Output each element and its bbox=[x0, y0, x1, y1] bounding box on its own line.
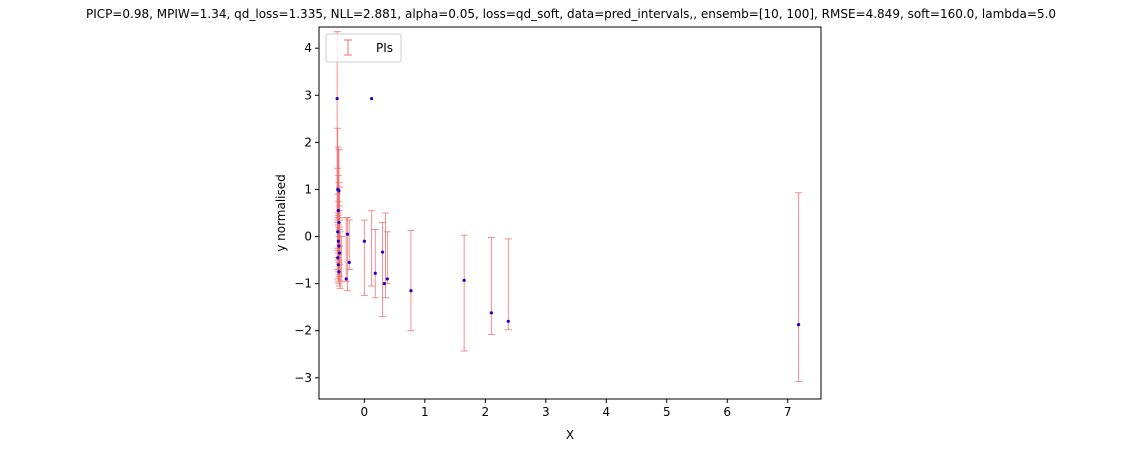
plot-frame bbox=[318, 26, 822, 400]
data-point bbox=[336, 263, 340, 267]
x-axis-label: X bbox=[566, 428, 574, 442]
y-tick-label: −2 bbox=[294, 324, 312, 338]
data-point bbox=[344, 277, 348, 281]
data-point bbox=[336, 230, 340, 234]
x-tick-label: 7 bbox=[784, 405, 792, 419]
pi-errorbar bbox=[342, 217, 350, 282]
data-point bbox=[462, 278, 466, 282]
data-point bbox=[382, 282, 386, 286]
data-point bbox=[409, 289, 413, 293]
x-tick-label: 2 bbox=[482, 405, 490, 419]
x-tick-label: 5 bbox=[663, 405, 671, 419]
data-point bbox=[337, 251, 342, 255]
x-tick-label: 0 bbox=[361, 405, 369, 419]
data-point bbox=[347, 260, 351, 265]
data-point bbox=[337, 220, 341, 225]
data-point bbox=[337, 270, 341, 274]
pi-errorbar bbox=[382, 212, 390, 299]
pi-errorbar bbox=[383, 231, 391, 285]
y-axis-label: y normalised bbox=[274, 174, 288, 252]
data-point bbox=[380, 250, 385, 254]
y-tick-label: 4 bbox=[304, 41, 312, 55]
data-point bbox=[335, 96, 339, 101]
data-point bbox=[370, 96, 374, 101]
y-axis-ticks: −3 −2 −1 0 1 2 3 4 bbox=[294, 41, 319, 385]
pi-errorbar bbox=[336, 229, 344, 287]
legend-label: PIs bbox=[376, 41, 393, 55]
y-tick-label: 1 bbox=[304, 182, 312, 196]
data-point bbox=[385, 277, 389, 281]
y-tick-label: −3 bbox=[294, 371, 312, 385]
pi-errorbar bbox=[487, 237, 495, 335]
pi-errorbar bbox=[379, 221, 387, 318]
data-point bbox=[506, 319, 510, 323]
x-tick-label: 6 bbox=[723, 405, 731, 419]
data-point bbox=[336, 239, 340, 243]
y-tick-label: 2 bbox=[304, 135, 312, 149]
pi-errorbar bbox=[504, 238, 512, 331]
pi-errorbar bbox=[460, 234, 468, 352]
y-tick-label: −1 bbox=[294, 277, 312, 291]
pi-errorbar bbox=[360, 219, 368, 296]
data-point bbox=[336, 209, 340, 213]
pi-errorbar bbox=[368, 210, 376, 287]
data-point bbox=[362, 239, 366, 243]
data-point bbox=[489, 311, 493, 315]
data-point bbox=[337, 244, 341, 248]
pi-errorbar bbox=[407, 229, 415, 332]
pi-errorbar bbox=[795, 192, 803, 383]
x-axis-ticks: 0 1 2 3 4 5 6 7 bbox=[361, 399, 792, 419]
data-point bbox=[337, 189, 341, 193]
x-tick-label: 3 bbox=[542, 405, 550, 419]
legend-errorbar-icon bbox=[344, 39, 352, 56]
y-tick-label: 3 bbox=[304, 88, 312, 102]
data-point bbox=[797, 323, 801, 327]
chart-title: PICP=0.98, MPIW=1.34, qd_loss=1.335, NLL… bbox=[86, 7, 1056, 21]
data-point bbox=[336, 256, 340, 260]
data-point bbox=[345, 232, 350, 236]
y-tick-label: 0 bbox=[304, 230, 312, 244]
data-point bbox=[373, 271, 377, 275]
legend: PIs bbox=[325, 33, 402, 63]
pi-errorbar bbox=[371, 229, 379, 299]
x-tick-label: 4 bbox=[602, 405, 610, 419]
x-tick-label: 1 bbox=[421, 405, 429, 419]
plot-marks bbox=[333, 31, 803, 383]
